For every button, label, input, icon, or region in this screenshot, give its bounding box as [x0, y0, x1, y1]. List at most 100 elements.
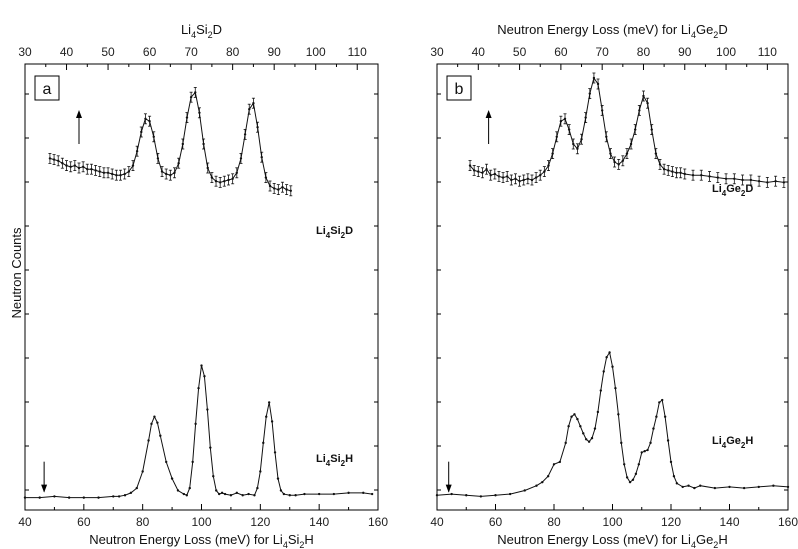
- data-point: [288, 494, 291, 497]
- data-point: [757, 180, 761, 183]
- data-point: [614, 386, 617, 390]
- data-point: [658, 401, 661, 404]
- data-point: [547, 164, 550, 167]
- top-tick-label: 30: [18, 45, 32, 59]
- bottom-tick-label: 160: [368, 515, 388, 529]
- data-point: [135, 486, 138, 490]
- data-point: [73, 164, 77, 167]
- data-point: [661, 398, 664, 402]
- data-point: [123, 494, 127, 497]
- bottom-tick-label: 140: [719, 515, 739, 529]
- data-point: [173, 171, 176, 174]
- data-point: [650, 128, 653, 131]
- top-tick-label: 100: [306, 45, 326, 59]
- data-point: [613, 160, 616, 164]
- top-tick-label: 60: [143, 45, 157, 59]
- data-point: [593, 427, 597, 430]
- top-tick-label: 70: [184, 45, 198, 59]
- data-point: [634, 472, 638, 476]
- data-point: [53, 495, 56, 498]
- top-tick-label: 80: [637, 45, 651, 59]
- data-point: [243, 133, 247, 136]
- data-point: [115, 174, 118, 177]
- data-point: [279, 489, 283, 492]
- data-point: [23, 496, 27, 499]
- data-point: [655, 415, 658, 418]
- data-point: [239, 157, 243, 160]
- top-tick-label: 90: [267, 45, 281, 59]
- data-point: [699, 484, 702, 487]
- data-point: [212, 475, 215, 478]
- top-tick-label: 30: [430, 45, 444, 59]
- data-point: [147, 439, 150, 442]
- data-point: [523, 489, 526, 492]
- panel-label-box: [446, 75, 472, 101]
- data-point: [530, 178, 534, 182]
- bottom-tick-label: 80: [547, 515, 561, 529]
- data-point: [555, 135, 558, 138]
- data-point: [766, 181, 769, 184]
- data-point: [227, 178, 230, 182]
- data-point: [197, 386, 200, 390]
- data-point: [347, 491, 350, 495]
- data-point: [782, 181, 786, 184]
- data-point: [534, 176, 538, 179]
- top-axis-label: Li4Si2D: [181, 22, 222, 40]
- panel-b: 40 60 80 100 120 140 160 30 40 50 60 70 80 90 100 110 Ne…: [430, 22, 798, 549]
- bottom-tick-label: 100: [191, 515, 211, 529]
- data-point: [282, 492, 286, 496]
- bottom-tick-label: 100: [602, 515, 622, 529]
- data-point: [587, 440, 591, 443]
- data-point: [185, 494, 188, 497]
- bottom-tick-label: 60: [77, 515, 91, 529]
- data-point: [235, 491, 238, 495]
- data-point: [165, 460, 168, 464]
- panel-label: a: [43, 81, 52, 98]
- y-axis-label: Neutron Counts: [9, 227, 24, 319]
- data-point: [625, 476, 629, 479]
- data-point: [123, 172, 126, 176]
- data-point: [592, 76, 596, 80]
- data-point: [631, 478, 635, 481]
- series-label-Li4Ge2H: Li4Ge2H: [712, 435, 753, 450]
- data-point: [691, 174, 695, 177]
- data-point: [81, 165, 85, 168]
- data-point: [231, 177, 234, 180]
- data-point: [69, 165, 72, 168]
- data-point: [156, 421, 159, 424]
- data-point: [576, 147, 579, 150]
- data-point: [435, 494, 439, 497]
- data-point: [273, 451, 277, 454]
- series-label-Li4Si2H: Li4Si2H: [316, 453, 353, 468]
- top-tick-label: 110: [758, 45, 777, 59]
- data-point: [198, 111, 201, 115]
- data-point: [567, 425, 570, 428]
- data-point: [450, 492, 453, 496]
- data-point: [522, 178, 525, 182]
- data-point: [646, 102, 649, 105]
- data-point: [514, 177, 517, 180]
- data-point: [317, 492, 321, 496]
- data-point: [546, 475, 550, 478]
- series-line-Li4Ge2H: [436, 351, 789, 497]
- data-point: [285, 188, 288, 191]
- data-point: [602, 370, 605, 373]
- data-point: [223, 492, 227, 496]
- data-point: [188, 486, 191, 490]
- data-point: [543, 170, 546, 173]
- data-point: [582, 432, 585, 435]
- data-point: [102, 171, 106, 174]
- data-point: [472, 169, 476, 172]
- data-point: [215, 489, 218, 492]
- data-point: [716, 176, 719, 179]
- bottom-tick-label: 40: [18, 515, 32, 529]
- data-point: [479, 495, 483, 498]
- bottom-tick-label: 80: [136, 515, 150, 529]
- data-point: [332, 492, 336, 496]
- data-point: [687, 484, 690, 487]
- data-point: [679, 171, 682, 174]
- data-point: [539, 174, 542, 177]
- data-point: [144, 117, 147, 121]
- data-point: [176, 489, 180, 492]
- top-tick-label: 60: [554, 45, 568, 59]
